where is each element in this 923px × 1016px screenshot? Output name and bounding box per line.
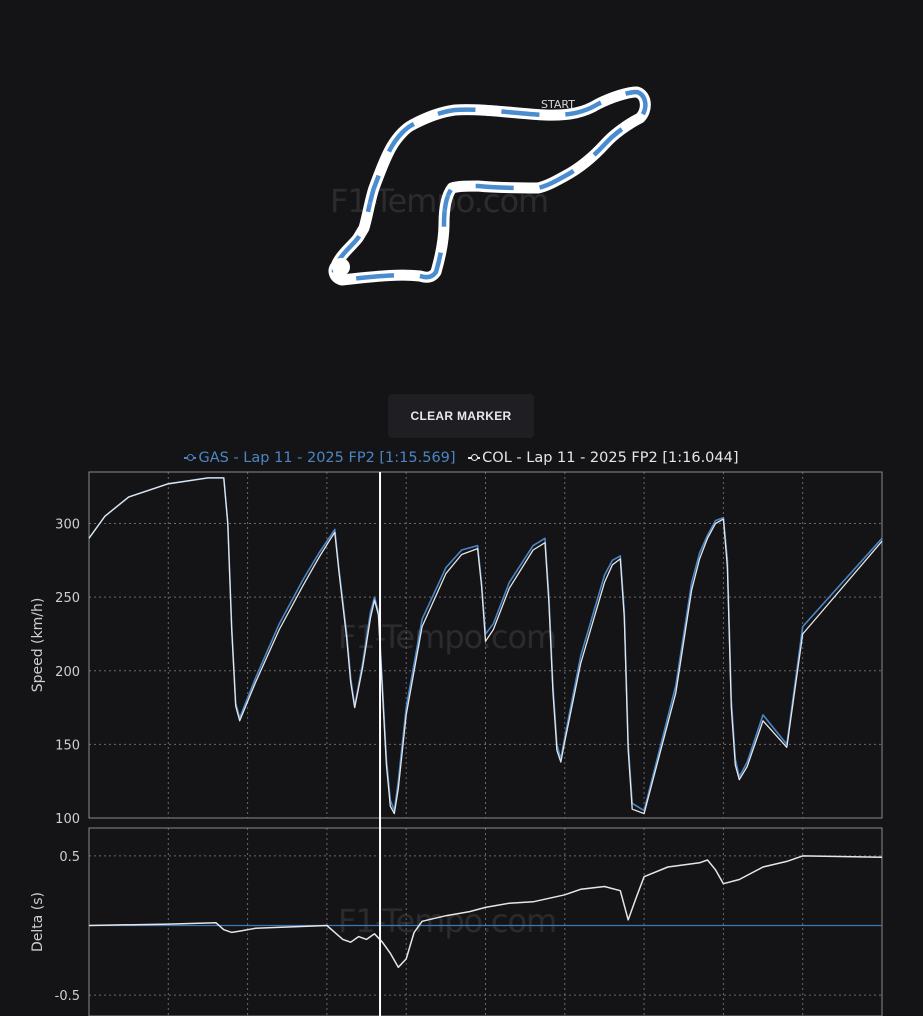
speed-y-tick-label: 100	[55, 812, 80, 827]
legend-label-col: COL - Lap 11 - 2025 FP2 [1:16.044]	[482, 450, 739, 466]
telemetry-charts[interactable]: 100 150 200 250 300 Speed (km/h) -0.5 0.5 Delta…	[0, 460, 923, 1016]
delta-plot-frame	[88, 827, 883, 1016]
clear-marker-button[interactable]: CLEAR MARKER	[388, 394, 534, 438]
delta-y-axis-label: Delta (s)	[30, 892, 46, 952]
delta-series-1-line	[88, 855, 883, 969]
speed-plot-frame	[88, 471, 883, 819]
legend-marker-icon	[468, 453, 481, 463]
speed-y-axis-label: Speed (km/h)	[30, 598, 46, 693]
start-label: START	[541, 98, 575, 111]
speed-chart[interactable]: 100 150 200 250 300 Speed (km/h)	[30, 471, 883, 827]
delta-y-tick-label: -0.5	[55, 989, 80, 1004]
legend-item-col[interactable]: COL - Lap 11 - 2025 FP2 [1:16.044]	[468, 450, 739, 466]
legend-item-gas[interactable]: GAS - Lap 11 - 2025 FP2 [1:15.569]	[184, 450, 456, 466]
speed-y-tick-label: 250	[55, 591, 80, 606]
delta-chart[interactable]: -0.5 0.5 Delta (s)	[30, 827, 883, 1016]
speed-y-tick-label: 150	[55, 738, 80, 753]
speed-series-1-line	[88, 477, 883, 815]
track-map: START	[328, 86, 651, 286]
delta-y-tick-label: 0.5	[59, 850, 80, 865]
chart-legend: GAS - Lap 11 - 2025 FP2 [1:15.569] COL -…	[0, 450, 923, 466]
speed-y-tick-label: 200	[55, 665, 80, 680]
speed-y-tick-label: 300	[55, 518, 80, 533]
speed-series-0-line	[88, 477, 883, 812]
legend-label-gas: GAS - Lap 11 - 2025 FP2 [1:15.569]	[198, 450, 456, 466]
legend-marker-icon	[184, 453, 197, 463]
car-position-marker	[332, 258, 350, 276]
track-segments	[331, 89, 648, 283]
